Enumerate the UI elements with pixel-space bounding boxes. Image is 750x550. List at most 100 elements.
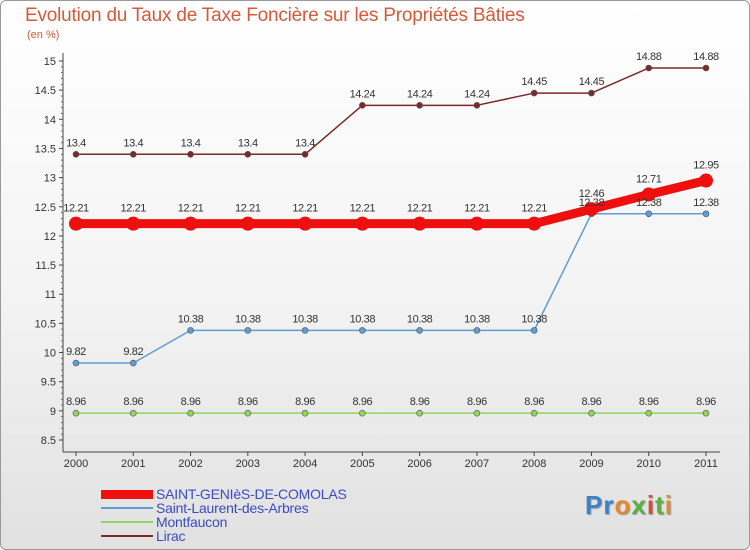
data-label: 12.38 (636, 197, 662, 209)
y-tick-label: 8.5 (41, 435, 56, 447)
data-point (645, 210, 653, 218)
legend-label: Montfaucon (156, 514, 228, 530)
data-point (584, 202, 599, 217)
data-point (72, 409, 80, 417)
data-point (244, 409, 252, 417)
data-label: 8.96 (123, 396, 143, 408)
data-label: 13.4 (295, 137, 315, 149)
data-point (469, 216, 484, 231)
legend-swatch (101, 535, 153, 537)
data-label: 10.38 (292, 313, 318, 325)
x-tick-label: 2006 (407, 458, 431, 470)
data-point (699, 173, 713, 188)
x-tick-label: 2003 (236, 458, 260, 470)
data-point (72, 150, 80, 158)
data-label: 14.45 (521, 76, 547, 88)
legend-swatch (101, 507, 153, 509)
y-tick-label: 12.5 (35, 202, 56, 214)
y-tick-label: 14.5 (35, 85, 56, 97)
x-tick-label: 2002 (178, 458, 202, 470)
data-label: 14.88 (636, 51, 662, 63)
legend-label: Lirac (156, 528, 186, 544)
x-tick-label: 2004 (293, 458, 317, 470)
data-point (69, 216, 83, 231)
data-label: 10.38 (464, 313, 490, 325)
y-tick-label: 15 (44, 56, 56, 68)
data-point (416, 327, 423, 334)
data-point (129, 359, 137, 367)
data-point (301, 409, 309, 417)
x-tick-label: 2011 (694, 458, 718, 470)
data-label: 12.21 (350, 203, 376, 215)
data-label: 14.24 (350, 88, 376, 100)
y-tick-label: 9 (50, 406, 56, 418)
x-tick-label: 2009 (579, 458, 603, 470)
data-label: 13.4 (181, 137, 201, 149)
data-point (702, 409, 710, 417)
data-label: 12.95 (693, 160, 719, 172)
data-label: 8.96 (524, 396, 544, 408)
x-tick-label: 2008 (522, 458, 546, 470)
data-label: 8.96 (467, 396, 487, 408)
proxiti-logo: Proxiti (585, 490, 673, 520)
y-tick-label: 13.5 (35, 143, 56, 155)
data-label: 10.38 (521, 313, 547, 325)
x-tick-label: 2007 (465, 458, 489, 470)
data-point (244, 327, 252, 334)
data-label: 13.4 (238, 137, 258, 149)
axes: 8.5 9 9.5 10 10.5 11 11.5 12 12.5 13 13.5 14 14.5 15 2… (35, 53, 720, 470)
data-label: 10.38 (350, 313, 376, 325)
y-tick-label: 10.5 (35, 318, 56, 330)
data-label: 13.4 (123, 137, 143, 149)
data-point (641, 187, 656, 202)
data-point (72, 359, 80, 367)
data-point (702, 210, 710, 218)
y-tick-label: 10 (44, 348, 56, 360)
data-label: 8.96 (410, 396, 430, 408)
data-label: 8.96 (181, 396, 201, 408)
data-point (244, 150, 252, 158)
data-label: 9.82 (123, 346, 143, 358)
data-point (187, 150, 194, 158)
y-tick-label: 9.5 (41, 377, 56, 389)
data-point (187, 327, 194, 334)
y-tick-label: 13 (44, 173, 56, 185)
legend-label: Saint-Laurent-des-Arbres (156, 500, 309, 516)
data-label: 12.38 (579, 197, 605, 209)
data-point (359, 327, 366, 334)
x-tick-label: 2010 (636, 458, 660, 470)
data-point (129, 409, 137, 417)
data-label: 12.46 (579, 188, 605, 200)
data-point (301, 150, 309, 158)
data-point (359, 102, 366, 109)
data-label: 8.96 (696, 396, 716, 408)
data-point (416, 409, 423, 417)
legend-swatch (101, 521, 153, 523)
data-label: 13.4 (66, 137, 86, 149)
data-point (359, 409, 366, 417)
data-point (702, 64, 710, 72)
data-label: 12.21 (121, 203, 147, 215)
data-label: 12.21 (407, 203, 433, 215)
data-point (129, 150, 137, 158)
legend-label: SAINT-GENIèS-DE-COMOLAS (156, 486, 347, 502)
series-line (75, 67, 707, 156)
series-layer (69, 64, 713, 417)
data-point (301, 327, 309, 334)
data-label: 10.38 (178, 313, 204, 325)
y-tick-label: 11 (45, 289, 56, 301)
series-line (75, 213, 707, 364)
data-point (588, 409, 595, 417)
data-point (645, 64, 653, 72)
data-point (412, 216, 427, 231)
data-label: 14.24 (407, 88, 433, 100)
x-tick-label: 2000 (64, 458, 88, 470)
data-label: 12.71 (636, 174, 662, 186)
data-point (473, 102, 481, 109)
series-line (71, 176, 711, 229)
data-label: 12.21 (464, 203, 490, 215)
x-tick-label: 2001 (121, 458, 145, 470)
data-label: 12.21 (292, 203, 318, 215)
data-point (645, 409, 653, 417)
